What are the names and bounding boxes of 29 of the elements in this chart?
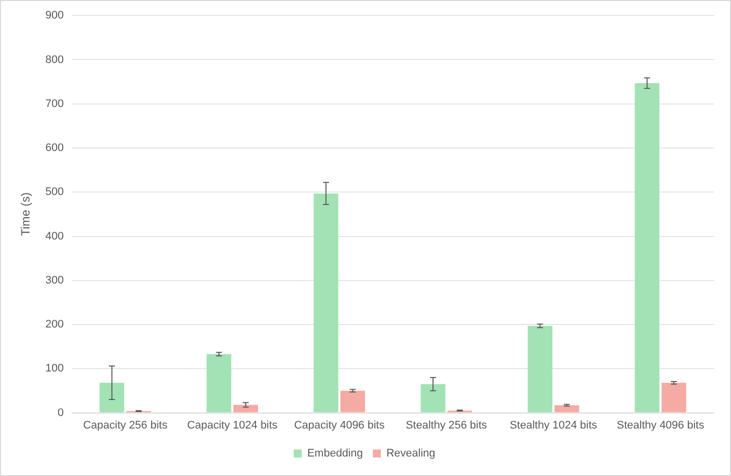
bar xyxy=(662,382,686,412)
legend-label: Revealing xyxy=(386,448,436,460)
bar xyxy=(314,193,338,412)
x-tick-label: Stealthy 1024 bits xyxy=(510,419,598,432)
y-tick-label: 0 xyxy=(58,406,64,419)
y-axis-title: Time (s) xyxy=(18,192,33,236)
bar xyxy=(420,384,446,412)
y-tick-label: 500 xyxy=(45,186,64,198)
bar xyxy=(554,405,580,412)
bar xyxy=(233,404,258,412)
bar xyxy=(528,326,552,412)
bar xyxy=(634,83,660,412)
legend-label: Embedding xyxy=(307,448,363,460)
x-tick-label: Capacity 4096 bits xyxy=(294,419,386,432)
y-tick-label: 100 xyxy=(45,362,64,375)
x-tick-label: Capacity 256 bits xyxy=(83,419,168,432)
y-tick-label: 900 xyxy=(45,10,64,22)
x-tick-label: Stealthy 4096 bits xyxy=(616,419,705,432)
bar xyxy=(206,354,232,412)
x-tick-label: Capacity 1024 bits xyxy=(187,419,278,432)
y-tick-label: 400 xyxy=(45,230,64,242)
y-tick-label: 700 xyxy=(45,98,64,110)
y-tick-label: 800 xyxy=(45,54,64,66)
bar xyxy=(340,390,366,412)
y-tick-label: 300 xyxy=(45,274,64,286)
y-tick-label: 200 xyxy=(45,318,64,331)
bar xyxy=(100,382,124,412)
x-tick-label: Stealthy 256 bits xyxy=(406,419,488,432)
y-tick-label: 600 xyxy=(45,142,64,154)
